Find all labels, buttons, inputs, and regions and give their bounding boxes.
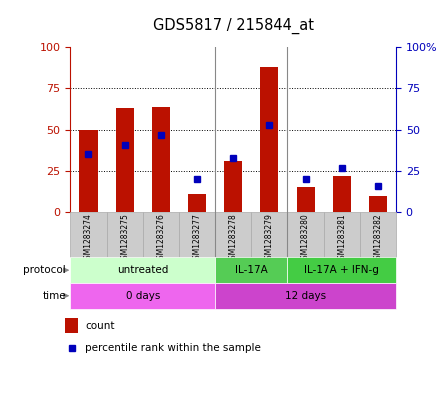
FancyBboxPatch shape — [287, 212, 324, 257]
Bar — [260, 67, 279, 212]
Bar — [333, 176, 351, 212]
Text: percentile rank within the sample: percentile rank within the sample — [85, 343, 261, 353]
FancyBboxPatch shape — [360, 212, 396, 257]
Text: protocol: protocol — [23, 265, 66, 275]
Text: IL-17A + IFN-g: IL-17A + IFN-g — [304, 265, 379, 275]
Bar — [65, 318, 78, 333]
Text: GSM1283281: GSM1283281 — [337, 213, 346, 264]
Bar — [80, 130, 98, 212]
Bar — [224, 161, 242, 212]
Text: 0 days: 0 days — [125, 291, 160, 301]
Bar — [297, 187, 315, 212]
Text: GSM1283274: GSM1283274 — [84, 213, 93, 264]
FancyBboxPatch shape — [106, 212, 143, 257]
Bar — [369, 196, 387, 212]
Text: GSM1283277: GSM1283277 — [193, 213, 202, 264]
Text: GSM1283282: GSM1283282 — [374, 213, 382, 264]
FancyBboxPatch shape — [70, 212, 106, 257]
Text: GSM1283278: GSM1283278 — [229, 213, 238, 264]
Text: untreated: untreated — [117, 265, 169, 275]
FancyBboxPatch shape — [287, 257, 396, 283]
FancyBboxPatch shape — [251, 212, 287, 257]
Text: time: time — [42, 291, 66, 301]
Bar — [116, 108, 134, 212]
Text: 12 days: 12 days — [285, 291, 326, 301]
Text: GSM1283279: GSM1283279 — [265, 213, 274, 264]
FancyBboxPatch shape — [70, 257, 215, 283]
Bar — [188, 194, 206, 212]
Text: GSM1283275: GSM1283275 — [120, 213, 129, 264]
Text: GSM1283276: GSM1283276 — [156, 213, 165, 264]
FancyBboxPatch shape — [215, 257, 287, 283]
FancyBboxPatch shape — [215, 212, 251, 257]
FancyBboxPatch shape — [143, 212, 179, 257]
Text: count: count — [85, 321, 114, 331]
FancyBboxPatch shape — [215, 283, 396, 309]
FancyBboxPatch shape — [324, 212, 360, 257]
Text: GSM1283280: GSM1283280 — [301, 213, 310, 264]
Bar — [152, 107, 170, 212]
FancyBboxPatch shape — [70, 283, 215, 309]
Text: GDS5817 / 215844_at: GDS5817 / 215844_at — [153, 17, 314, 34]
Text: IL-17A: IL-17A — [235, 265, 268, 275]
FancyBboxPatch shape — [179, 212, 215, 257]
